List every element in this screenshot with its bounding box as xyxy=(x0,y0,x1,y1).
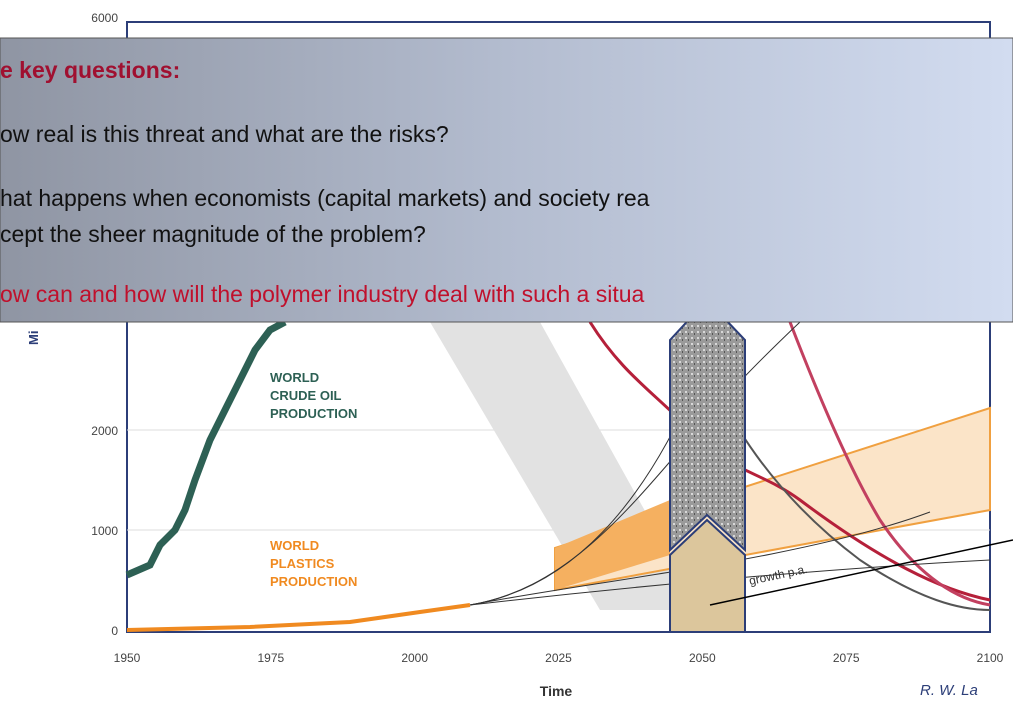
x-tick-label: 1975 xyxy=(257,651,284,665)
overlay-heading: e key questions: xyxy=(0,57,180,83)
y-tick-label: 6000 xyxy=(91,11,118,25)
plastics-band-dark xyxy=(555,500,670,590)
y-tick-label: 0 xyxy=(111,624,118,638)
pointer-line xyxy=(709,539,1013,606)
question: ow real is this threat and what are the … xyxy=(0,121,449,147)
oil-label: CRUDE OIL xyxy=(270,388,342,403)
x-tick-label: 1950 xyxy=(114,651,141,665)
x-tick-label: 2050 xyxy=(689,651,716,665)
question: cept the sheer magnitude of the problem? xyxy=(0,221,426,247)
pentagon-lower xyxy=(669,518,746,633)
credit: R. W. La xyxy=(920,682,978,699)
red-curve xyxy=(588,321,991,602)
chart: 6000 2000 1000 0 Mi 1950 1975 2000 2025 2050… xyxy=(26,11,1013,699)
red-curve xyxy=(788,321,991,607)
overlay: e key questions: ow real is this threat … xyxy=(0,37,1013,323)
growth-label: growth p.a. xyxy=(748,562,809,588)
plastics-label: PRODUCTION xyxy=(270,574,357,589)
question: hat happens when economists (capital mar… xyxy=(0,185,650,211)
plastics-label: WORLD xyxy=(270,538,319,553)
crude-oil-line xyxy=(125,318,287,579)
question: ow can and how will the polymer industry… xyxy=(0,281,645,307)
x-axis-label: Time xyxy=(540,683,573,699)
pentagon-upper xyxy=(669,298,746,553)
y-tick-label: 1000 xyxy=(91,524,118,538)
x-tick-label: 2000 xyxy=(401,651,428,665)
oil-label: WORLD xyxy=(270,370,319,385)
plot-frame xyxy=(126,21,991,633)
plastics-label: PLASTICS xyxy=(270,556,335,571)
plastics-line xyxy=(126,603,471,632)
x-tick-label: 2075 xyxy=(833,651,860,665)
x-ticks: 1950 1975 2000 2025 2050 2075 2100 xyxy=(114,651,1004,665)
y-axis-label: Mi xyxy=(26,331,41,345)
x-tick-label: 2100 xyxy=(977,651,1004,665)
oil-label: PRODUCTION xyxy=(270,406,357,421)
y-tick-label: 2000 xyxy=(91,424,118,438)
overlay-box xyxy=(0,37,1013,323)
x-tick-label: 2025 xyxy=(545,651,572,665)
